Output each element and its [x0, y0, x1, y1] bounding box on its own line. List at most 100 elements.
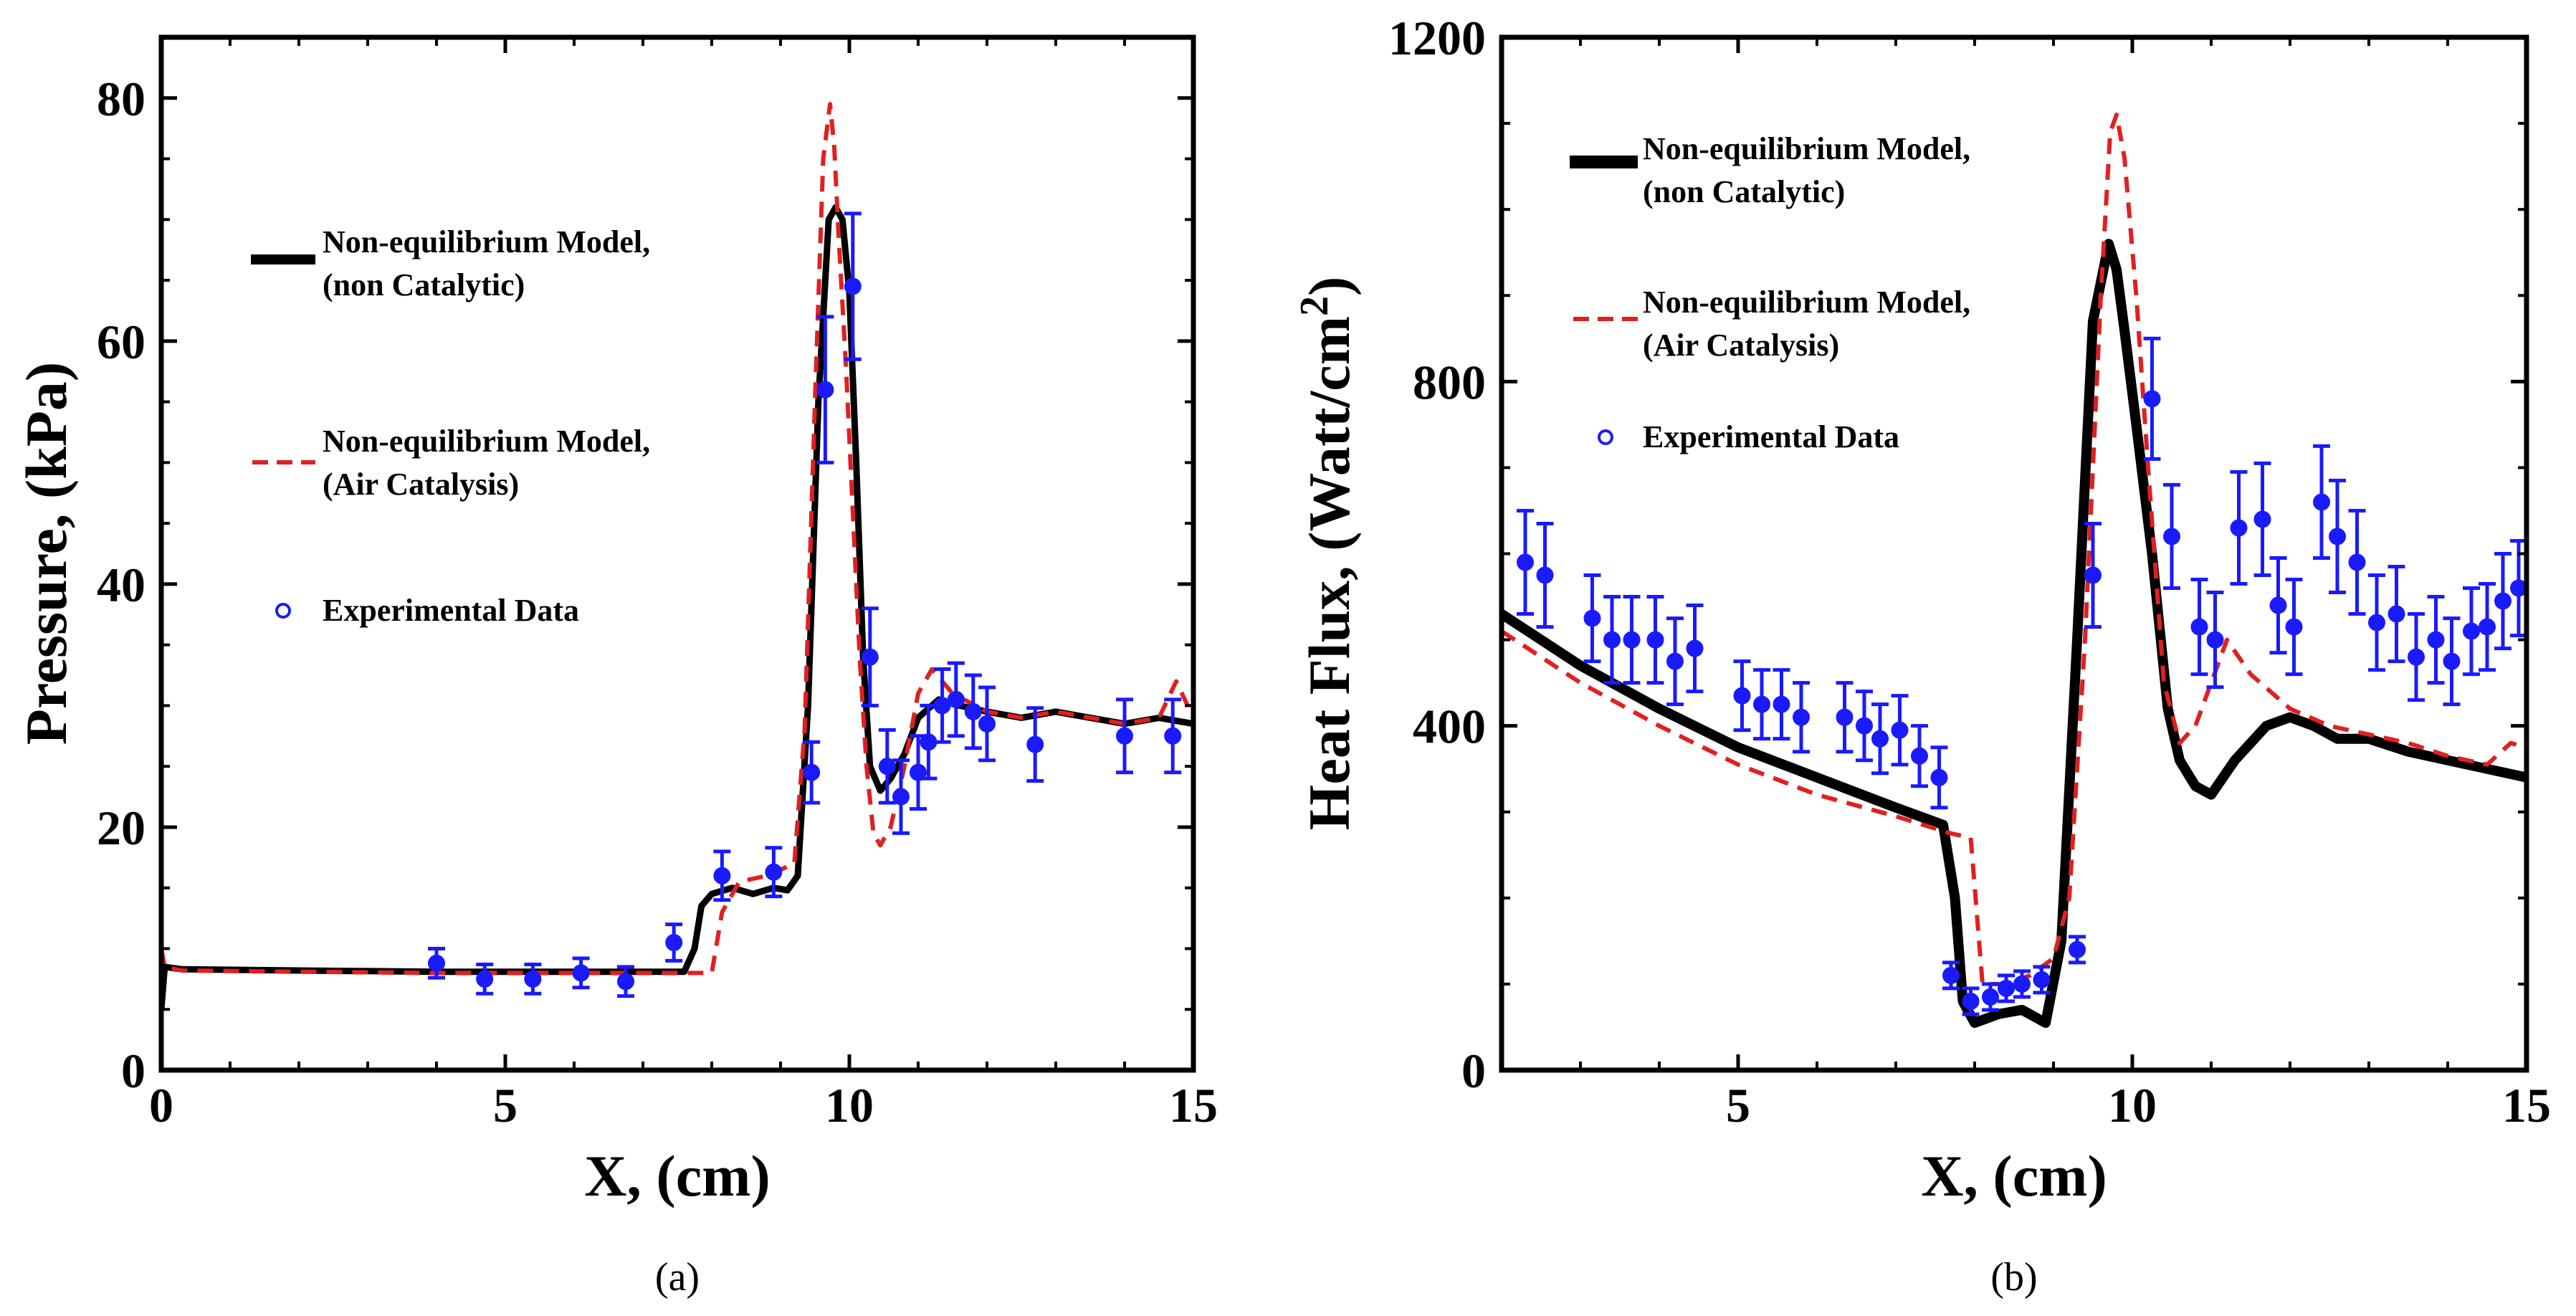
panel-b-experimental-point: [2269, 556, 2287, 655]
panel-b-series-non-catalytic-line: [1502, 239, 2527, 1028]
panel-b-experimental-marker: [2313, 493, 2330, 511]
panel-b-experimental-point: [2143, 336, 2161, 461]
panel-b-heat-flux-chart: 5 10 15 0 400 800 1200 X, (cm) Heat Flux, (Wat…: [1292, 11, 2551, 1300]
panel-b-experimental-marker: [2143, 390, 2161, 408]
panel-b-experimental-marker: [1686, 639, 1704, 657]
panel-b-experimental-point: [2033, 965, 2051, 995]
panel-b-y-tick-label: 800: [1413, 355, 1486, 409]
panel-b-experimental-point: [1942, 960, 1960, 991]
panel-b-experimental-marker: [2084, 566, 2102, 584]
panel-b-experimental-marker: [1891, 721, 1909, 739]
panel-b-experimental-marker: [1773, 695, 1790, 713]
panel-b-experimental-point: [2163, 482, 2180, 591]
panel-a-experimental-point: [978, 685, 996, 763]
panel-b-experimental-marker: [1856, 717, 1873, 735]
panel-b-experimental-marker: [1646, 631, 1664, 649]
panel-a-experimental-point: [617, 965, 634, 998]
panel-b-caption: (b): [1990, 1255, 2037, 1300]
panel-b-experimental-marker: [1982, 988, 1999, 1006]
panel-a-experimental-point: [476, 963, 494, 996]
panel-a-experimental-marker: [910, 763, 927, 781]
panel-b-experimental-marker: [2368, 614, 2385, 631]
panel-a-experimental-point: [910, 734, 927, 811]
panel-a-experimental-marker: [1116, 727, 1133, 745]
panel-b-y-axis-label: Heat Flux, (Watt/cm2): [1292, 277, 1362, 831]
panel-b-legend: Non-equilibrium Model, (non Catalytic) N…: [1570, 131, 1970, 454]
panel-b-experimental-point: [2494, 552, 2511, 651]
panel-a-experimental-point: [665, 922, 683, 963]
panel-a-legend-label-non-catalytic-line1: Non-equilibrium Model,: [323, 224, 650, 259]
panel-b-experimental-point: [2408, 612, 2425, 702]
panel-a-experimental-point: [524, 963, 542, 996]
panel-a-experimental-marker: [476, 970, 494, 988]
panel-b-x-tick-label: 5: [1726, 1078, 1750, 1133]
panel-a-y-tick-label: 0: [121, 1044, 146, 1098]
panel-a-experimental-point: [844, 211, 862, 361]
panel-a-experimental-point: [572, 956, 590, 990]
panel-b-experimental-marker: [1911, 747, 1928, 765]
panel-a-experimental-point: [428, 946, 445, 980]
panel-b-experimental-point: [2069, 935, 2086, 965]
panel-a-legend-label-air-catalysis-line1: Non-equilibrium Model,: [323, 424, 650, 459]
panel-a-y-tick-label: 20: [97, 801, 146, 855]
panel-a-experimental-point: [892, 758, 910, 835]
panel-b-experimental-marker: [1666, 652, 1684, 670]
panel-b-series-air-catalysis-line: [1502, 113, 2527, 986]
panel-b-experimental-marker: [1793, 708, 1810, 726]
panel-b-experimental-point: [2463, 586, 2480, 677]
panel-a-y-axis-label: Pressure, (kPa): [14, 362, 79, 745]
panel-b-experimental-point: [1793, 681, 1810, 754]
panel-b-experimental-marker: [1871, 730, 1889, 748]
panel-a-experimental-marker: [1026, 735, 1044, 753]
panel-b-experimental-marker: [1930, 768, 1948, 786]
panel-a-x-tick-label: 0: [149, 1078, 173, 1133]
panel-a-series-air-catalysis-line: [161, 102, 1193, 976]
panel-b-experimental-marker: [1998, 979, 2015, 997]
panel-b-experimental-point: [2443, 616, 2461, 707]
panel-b-experimental-point: [1753, 668, 1770, 741]
panel-b-experimental-marker: [1962, 992, 1980, 1010]
panel-b-experimental-point: [1982, 982, 1999, 1012]
panel-b-experimental-marker: [1753, 695, 1770, 713]
panel-b-experimental-marker: [1517, 553, 1534, 571]
panel-a-experimental-marker: [947, 690, 965, 708]
panel-a-experimental-marker: [765, 863, 783, 881]
panel-b-experimental-marker: [2230, 519, 2248, 537]
panel-b-experimental-point: [2479, 582, 2496, 672]
panel-b-experimental-point: [2084, 521, 2102, 629]
panel-a-experimental-point: [1116, 697, 1133, 775]
panel-a-experimental-point: [713, 849, 731, 902]
panel-b-experimental-point: [2230, 469, 2248, 586]
panel-a-experimental-point: [861, 606, 879, 707]
panel-b-experimental-point: [2190, 578, 2208, 677]
panel-b-experimental-marker: [2494, 592, 2511, 610]
panel-b-experimental-marker: [2443, 652, 2461, 670]
panel-a-experimental-marker: [572, 964, 590, 982]
panel-b-x-axis-label: X, (cm): [1921, 1143, 2107, 1208]
panel-b-experimental-marker: [2329, 528, 2346, 545]
panel-b-experimental-point: [1536, 521, 1554, 629]
panel-a-experimental-point: [1026, 706, 1044, 783]
panel-b-experimental-point: [2387, 565, 2405, 664]
panel-a-experimental-marker: [665, 933, 683, 951]
panel-b-experimental-point: [1603, 595, 1621, 685]
panel-b-experimental-point: [2206, 591, 2224, 690]
panel-b-y-axis-label-close: ): [1297, 277, 1362, 296]
panel-b-experimental-point: [2329, 478, 2346, 595]
panel-b-y-tick-label: 1200: [1388, 11, 1486, 65]
panel-a-experimental-point: [947, 661, 965, 738]
panel-b-experimental-marker: [2269, 596, 2287, 614]
panel-a-experimental-marker: [878, 758, 896, 776]
panel-b-experimental-point: [2368, 573, 2385, 672]
panel-a-experimental-marker: [816, 381, 834, 399]
panel-a-experimental-point: [803, 740, 821, 805]
panel-b-experimental-point: [1583, 573, 1601, 664]
panel-a-y-tick-label: 40: [97, 558, 146, 612]
panel-b-experimental-point: [2013, 969, 2031, 999]
panel-a-caption: (a): [655, 1255, 700, 1300]
panel-b-y-axis-label-superscript: 2: [1292, 296, 1337, 316]
panel-a-experimental-marker: [428, 954, 445, 972]
panel-a-experimental-marker: [892, 788, 910, 806]
panel-b-legend-label-non-catalytic-line1: Non-equilibrium Model,: [1643, 131, 1970, 166]
